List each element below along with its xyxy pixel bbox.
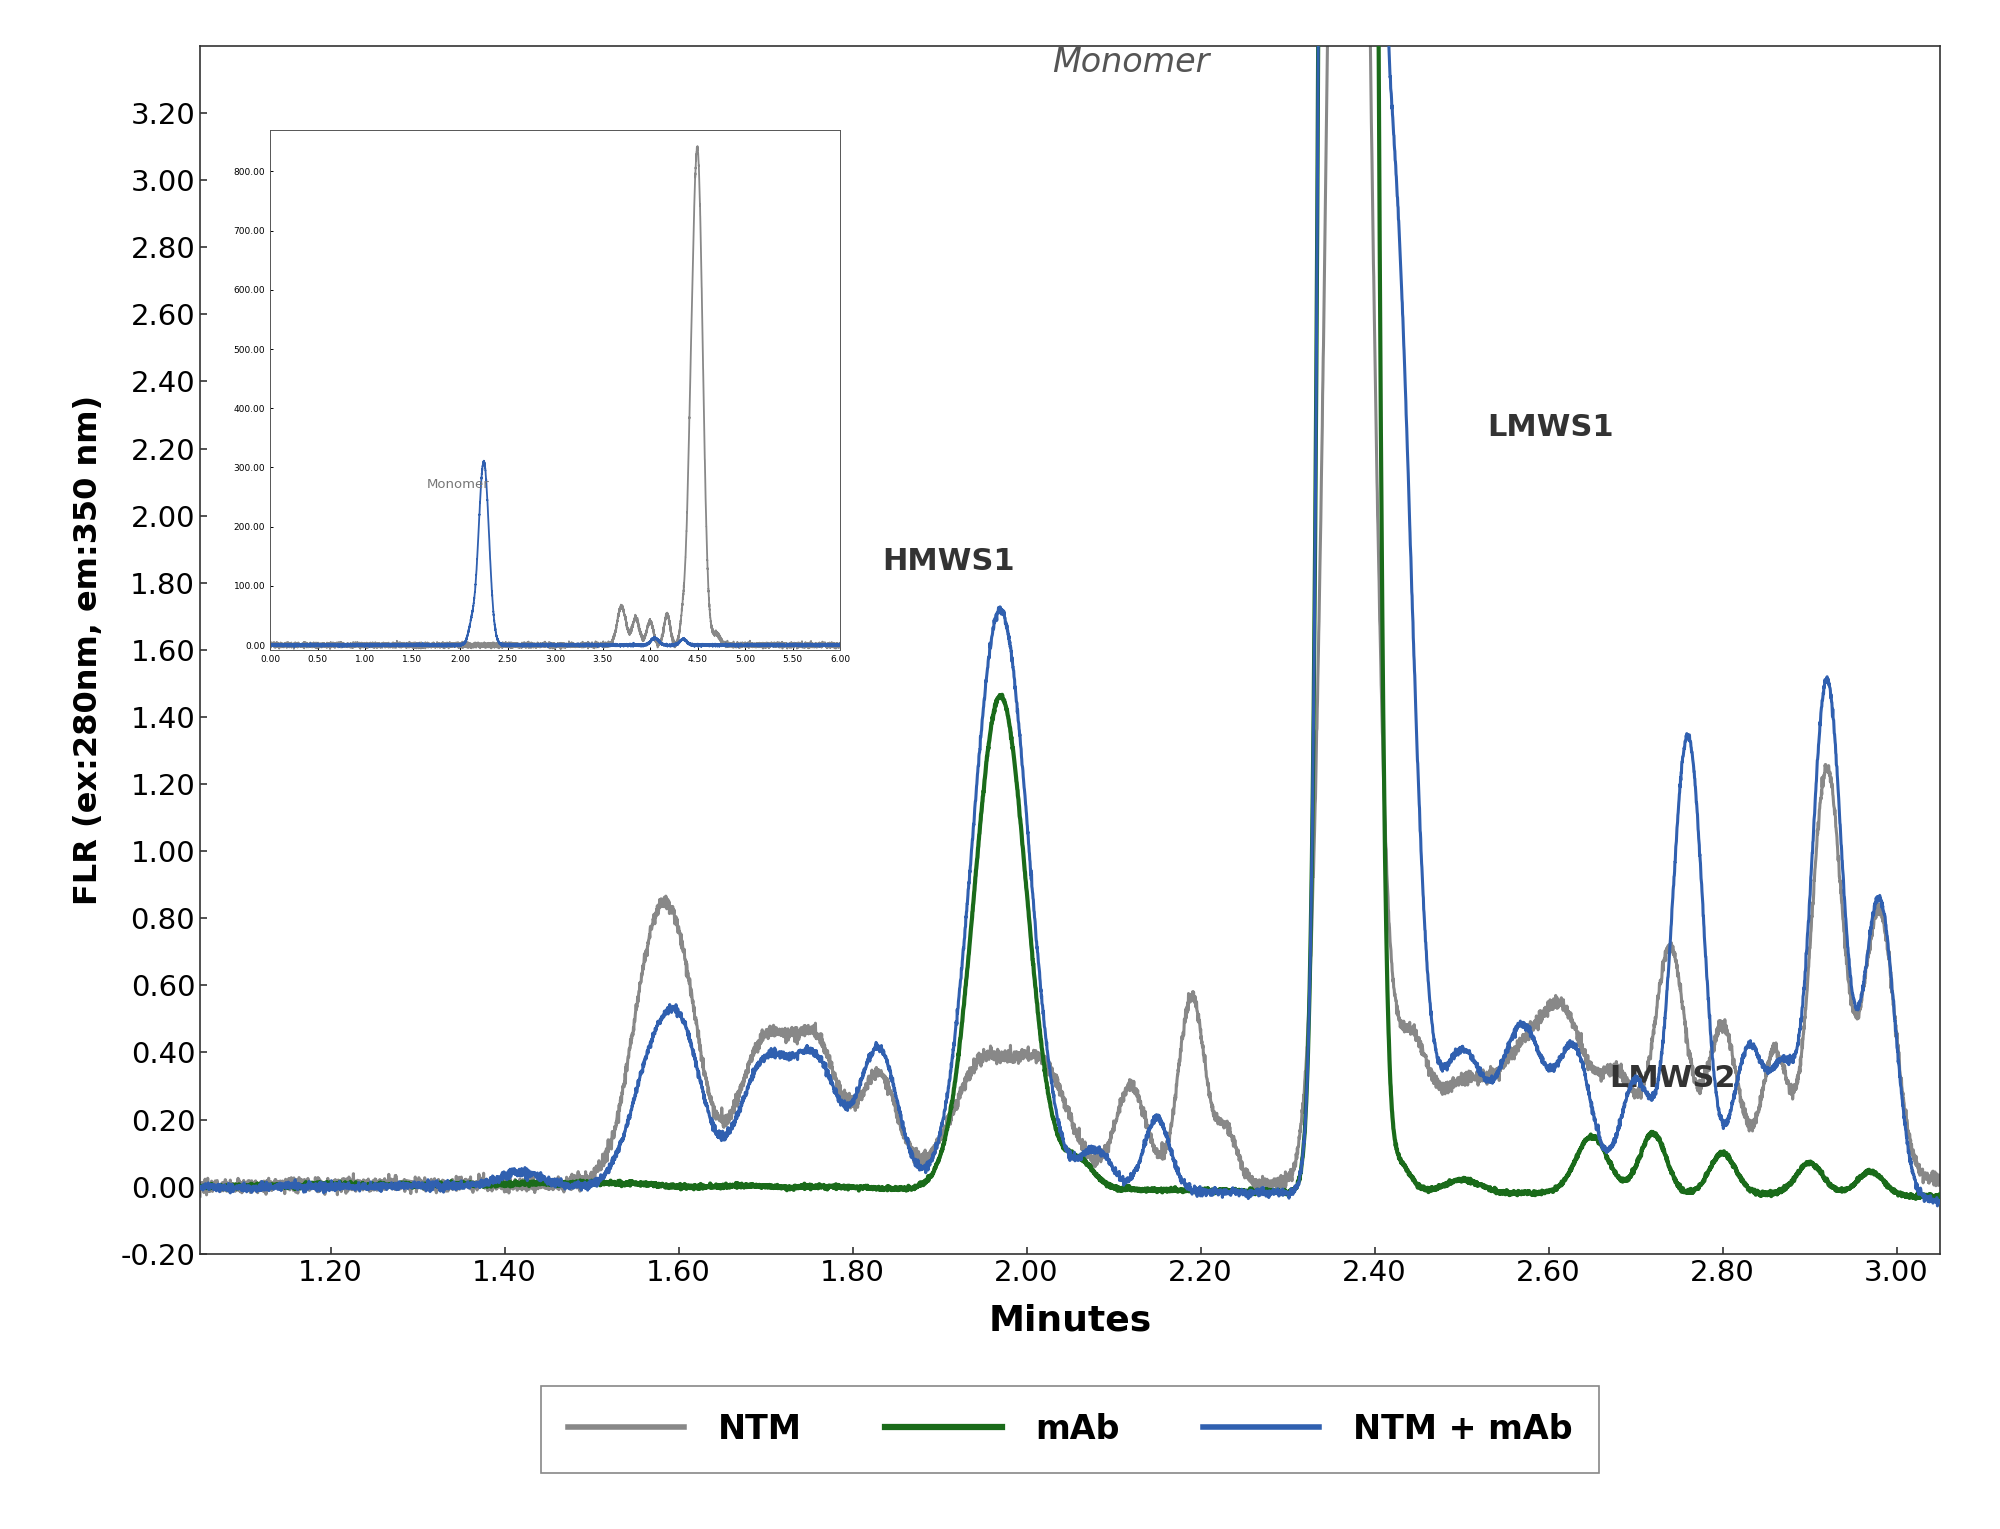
NTM + mAb xyxy=(988,599,1012,618)
Text: Monomer: Monomer xyxy=(426,479,490,491)
Text: Monomer: Monomer xyxy=(1052,46,1210,80)
NTM xyxy=(1958,1171,1982,1190)
Line: mAb: mAb xyxy=(200,0,1984,1200)
NTM xyxy=(188,1187,212,1205)
NTM + mAb xyxy=(860,1043,884,1061)
NTM + mAb xyxy=(1926,1197,1950,1216)
X-axis label: Minutes: Minutes xyxy=(988,1303,1152,1338)
mAb xyxy=(620,1174,644,1193)
NTM xyxy=(988,1047,1012,1066)
Line: NTM + mAb: NTM + mAb xyxy=(200,0,1984,1206)
NTM + mAb xyxy=(602,1150,626,1168)
NTM xyxy=(602,1122,626,1141)
Text: LMWS1: LMWS1 xyxy=(1488,413,1614,442)
Line: NTM: NTM xyxy=(200,0,1984,1196)
mAb xyxy=(1958,1190,1982,1208)
NTM + mAb xyxy=(1972,1194,1996,1212)
NTM xyxy=(612,1075,636,1093)
Text: HMWS1: HMWS1 xyxy=(882,547,1014,576)
NTM + mAb xyxy=(620,1093,644,1112)
NTM + mAb xyxy=(612,1128,636,1147)
mAb xyxy=(612,1174,636,1193)
mAb xyxy=(860,1177,884,1196)
NTM + mAb xyxy=(188,1177,212,1196)
NTM + mAb xyxy=(1958,1194,1982,1212)
mAb xyxy=(188,1179,212,1197)
mAb xyxy=(1972,1187,1996,1205)
NTM xyxy=(860,1067,884,1086)
mAb xyxy=(602,1174,626,1193)
NTM xyxy=(620,1026,644,1044)
Text: LMWS2: LMWS2 xyxy=(1610,1064,1736,1093)
Legend: NTM, mAb, NTM + mAb: NTM, mAb, NTM + mAb xyxy=(540,1387,1600,1472)
NTM xyxy=(1972,1176,1996,1194)
mAb xyxy=(1950,1191,1974,1209)
mAb xyxy=(988,688,1012,706)
Y-axis label: FLR (ex:280nm, em:350 nm): FLR (ex:280nm, em:350 nm) xyxy=(72,394,104,905)
